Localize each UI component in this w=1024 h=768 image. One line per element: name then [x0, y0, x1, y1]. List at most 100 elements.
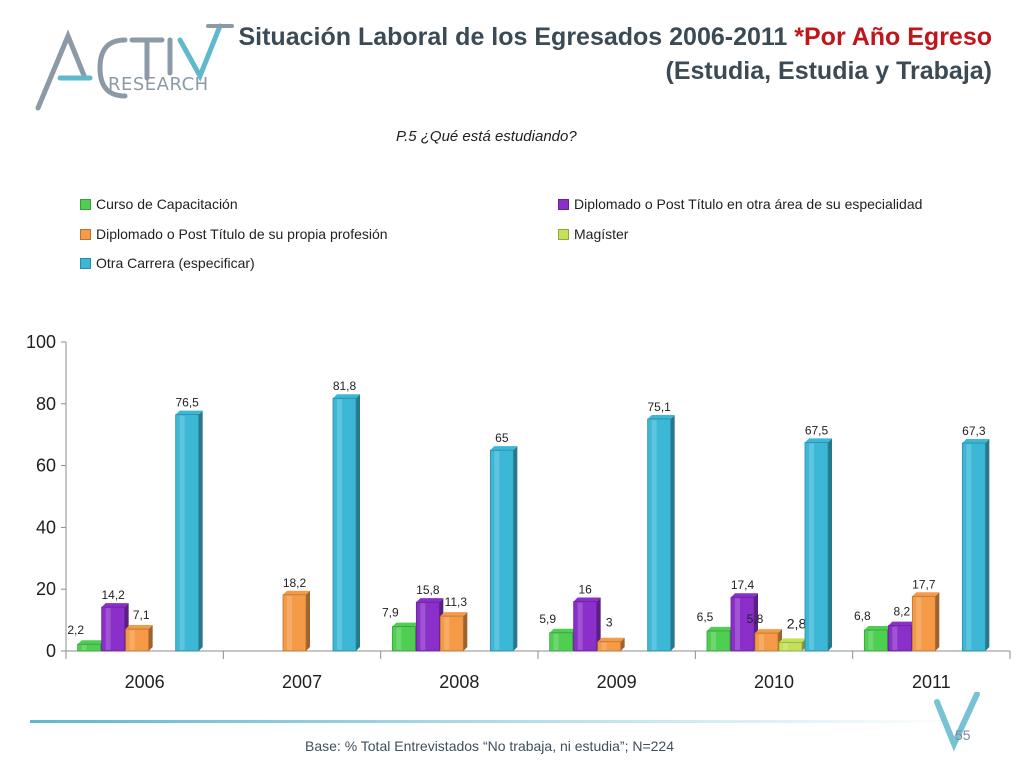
legend-label-magister: Magíster: [574, 226, 629, 242]
title-sub: (Estudia, Estudia y Trabaja): [665, 57, 992, 85]
data-label: 7,1: [133, 608, 150, 622]
bar-top: [440, 612, 468, 617]
bar-top: [283, 590, 310, 595]
y-tick-label: 0: [46, 641, 56, 661]
bar-top: [125, 625, 153, 630]
bar: [863, 629, 888, 652]
bar-side: [306, 590, 310, 651]
bar: [549, 632, 574, 652]
y-tick-label: 60: [36, 456, 56, 476]
bar: [439, 615, 464, 652]
bar-top: [805, 438, 832, 443]
bar-highlight: [651, 419, 657, 650]
bar-highlight: [601, 642, 607, 650]
x-tick-label: 2011: [912, 672, 951, 692]
footer-divider: [30, 720, 960, 723]
y-tick-label: 100: [26, 332, 56, 352]
data-label: 17,4: [731, 578, 755, 592]
bar-highlight: [337, 399, 342, 650]
data-label: 15,8: [416, 583, 440, 597]
bar-side: [620, 637, 625, 651]
legend-swatch-diplomado-propia: [80, 228, 91, 240]
data-label: 18,2: [283, 576, 307, 590]
x-tick-label: 2006: [125, 672, 165, 692]
bar-top: [490, 446, 518, 451]
bar: [887, 625, 912, 652]
bar: [754, 632, 779, 652]
legend-swatch-magister: [558, 228, 569, 240]
bar-highlight: [105, 608, 111, 650]
y-tick-label: 20: [36, 579, 56, 599]
bar-highlight: [892, 626, 898, 650]
chart-legend: Curso de Capacitación Diplomado o Post T…: [80, 196, 980, 286]
bar-top: [77, 640, 105, 645]
bar-highlight: [179, 415, 185, 650]
data-label: 14,2: [101, 588, 125, 602]
bar: [778, 641, 803, 652]
legend-label-curso: Curso de Capacitación: [96, 196, 238, 212]
bar-highlight: [735, 598, 740, 650]
bar-side: [463, 612, 468, 651]
legend-item-otra-carrera: Otra Carrera (especificar): [80, 255, 255, 271]
legend-item-diplomado-propia: Diplomado o Post Título de su propia pro…: [80, 226, 388, 242]
x-tick-label: 2007: [282, 672, 322, 692]
title-main: Situación Laboral de los Egresados 2006-…: [238, 23, 788, 51]
bar-highlight: [783, 643, 788, 650]
bar: [332, 397, 357, 652]
bar-side: [596, 597, 601, 651]
bar-highlight: [396, 627, 402, 650]
bar-top: [416, 598, 444, 603]
bar-highlight: [81, 645, 87, 650]
y-tick-label: 80: [36, 394, 56, 414]
bar-side: [513, 446, 518, 651]
bar-top: [707, 626, 734, 631]
bar-top: [647, 414, 675, 419]
bar-side: [828, 438, 832, 651]
bar: [647, 418, 672, 652]
data-label: 67,5: [805, 423, 829, 437]
bar: [125, 628, 150, 652]
bar-highlight: [494, 451, 500, 650]
logo-mark: [35, 23, 234, 111]
bar-side: [198, 410, 203, 651]
bar-top: [779, 638, 806, 643]
bar-side: [148, 625, 153, 651]
bar: [415, 601, 440, 652]
data-label: 8,2: [893, 605, 910, 619]
data-label: 17,7: [912, 577, 936, 591]
bar-top: [912, 592, 940, 597]
data-label: 3: [606, 616, 613, 630]
bar: [961, 442, 986, 652]
bar-top: [864, 625, 892, 630]
bar: [706, 630, 731, 652]
bar-highlight: [553, 633, 559, 650]
legend-label-diplomado-propia: Diplomado o Post Título de su propia pro…: [96, 226, 388, 242]
bar: [77, 643, 102, 652]
data-label: 76,5: [175, 396, 199, 410]
bar: [730, 596, 755, 652]
bar-highlight: [916, 597, 922, 650]
bar: [101, 606, 126, 652]
x-tick-label: 2010: [754, 672, 794, 692]
bar-highlight: [577, 602, 583, 650]
data-label: 5,8: [747, 612, 764, 626]
bar-top: [333, 394, 360, 399]
bar-side: [985, 439, 990, 651]
title-accent: *Por Año Egreso: [794, 23, 992, 51]
data-label: 6,8: [854, 609, 871, 623]
page-title: Situación Laboral de los Egresados 2006-…: [232, 20, 992, 88]
bar-top: [888, 621, 916, 626]
bar: [489, 449, 514, 652]
bar-top: [101, 603, 129, 608]
bar-highlight: [287, 595, 292, 650]
data-label: 65: [495, 431, 509, 445]
data-label: 11,3: [445, 595, 468, 609]
bar-highlight: [711, 631, 716, 650]
data-label: 81,8: [333, 379, 357, 393]
bar-top: [597, 637, 625, 642]
activa-research-logo: [30, 18, 240, 128]
legend-item-magister: Magíster: [558, 226, 628, 242]
bar-top: [392, 622, 420, 627]
data-label: 7,9: [382, 606, 399, 620]
